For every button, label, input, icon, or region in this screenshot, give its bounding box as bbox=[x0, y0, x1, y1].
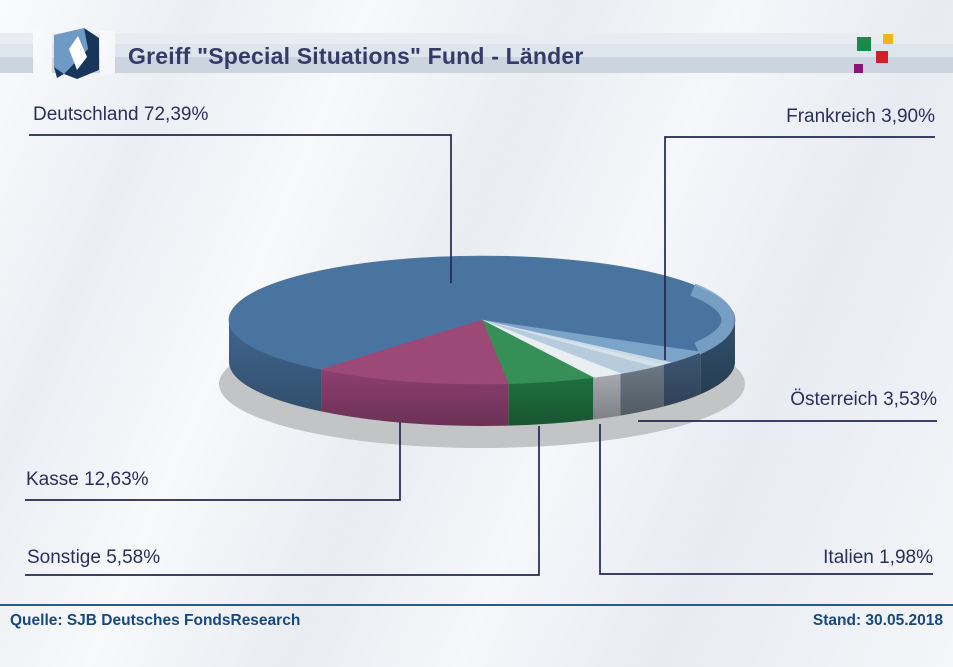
header-gap-left bbox=[33, 31, 52, 75]
pie-slice-kasse bbox=[320, 319, 509, 385]
leader-kasse bbox=[25, 422, 401, 501]
header-band bbox=[0, 33, 953, 73]
pie-side-italien bbox=[593, 373, 621, 420]
footer-rule bbox=[0, 604, 953, 606]
purple-square-icon bbox=[854, 64, 863, 73]
pie-side-frankreich bbox=[663, 352, 701, 407]
label-frankreich: Frankreich 3,90% bbox=[786, 106, 935, 127]
red-square-icon bbox=[876, 51, 888, 63]
leader-frankreich bbox=[664, 136, 935, 360]
leader-italien bbox=[599, 424, 933, 575]
label-deutschland: Deutschland 72,39% bbox=[33, 104, 209, 125]
footer-source: Quelle: SJB Deutsches FondsResearch bbox=[10, 612, 301, 629]
label-kasse: Kasse 12,63% bbox=[26, 469, 149, 490]
sjb-logo-icon bbox=[54, 28, 99, 79]
page-title: Greiff "Special Situations" Fund - Lände… bbox=[128, 43, 584, 69]
leader-sonstige bbox=[25, 426, 540, 576]
green-square-icon bbox=[857, 37, 871, 51]
rim-highlight bbox=[690, 283, 735, 355]
sheen-wedge bbox=[482, 320, 672, 367]
label-oesterreich: Österreich 3,53% bbox=[790, 389, 937, 410]
leader-deutschland bbox=[29, 134, 452, 283]
yellow-square-icon bbox=[883, 34, 893, 44]
pie-side-deutschland bbox=[229, 320, 322, 412]
label-sonstige: Sonstige 5,58% bbox=[27, 547, 161, 568]
pie-side-oesterreich bbox=[620, 364, 664, 416]
pie-side-deutschland bbox=[700, 320, 735, 395]
header-gap-right bbox=[100, 31, 115, 75]
label-italien: Italien 1,98% bbox=[823, 547, 933, 568]
footer-date: Stand: 30.05.2018 bbox=[812, 612, 943, 629]
pie-side-kasse bbox=[321, 369, 509, 426]
pie-side-sonstige bbox=[508, 377, 594, 426]
